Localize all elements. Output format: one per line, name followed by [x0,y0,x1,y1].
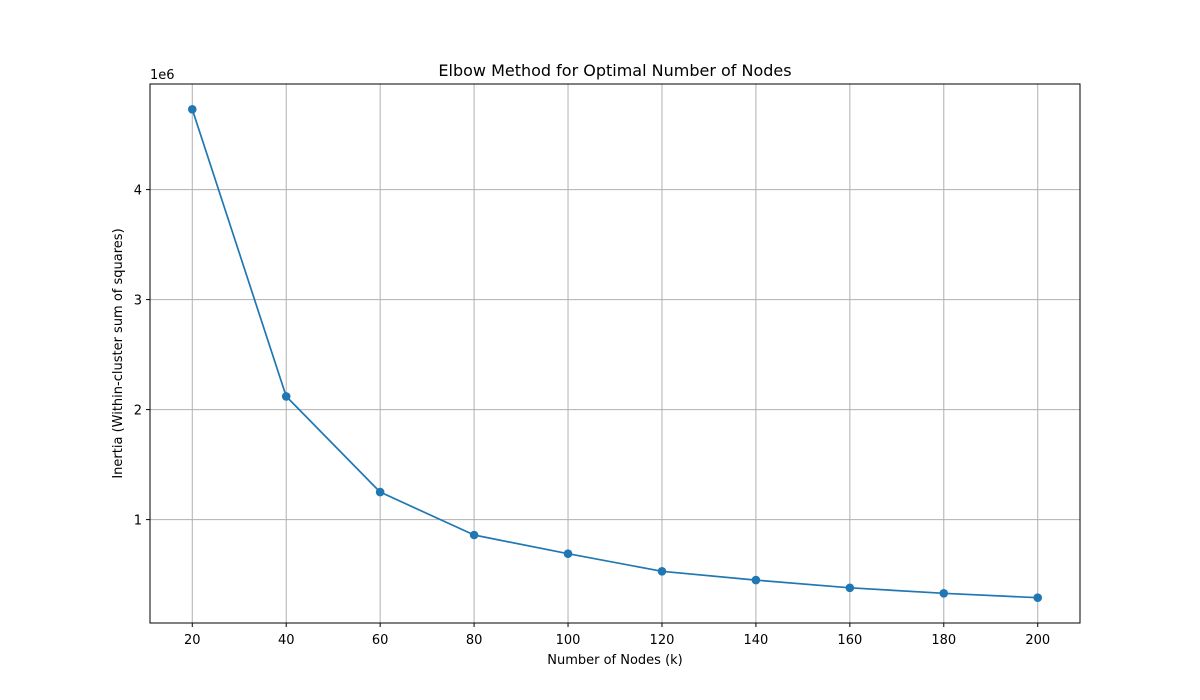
x-tick-label: 20 [184,633,201,648]
plot-frame [149,83,1081,624]
x-tick-label: 80 [466,633,483,648]
chart-title: Elbow Method for Optimal Number of Nodes [438,61,791,80]
data-point [939,589,949,598]
y-tick-label: 1 [134,514,142,529]
x-tick-label: 120 [650,633,675,648]
data-point [281,392,291,401]
tick-layer: 20 40 60 80 100 120 140 160 180 200 1 2 3 4 [134,184,1050,648]
data-point [751,575,761,585]
data-point [563,549,573,558]
grid-layer [150,84,1080,623]
x-axis-label: Number of Nodes (k) [547,653,683,668]
y-tick-label: 3 [134,294,142,309]
x-tick-label: 140 [743,633,768,648]
data-point [845,583,855,593]
data-point [375,487,385,497]
x-tick-label: 100 [556,633,581,648]
x-tick-label: 40 [278,633,295,648]
y-axis-label: Inertia (Within-cluster sum of squares) [111,228,126,478]
data-point [469,530,479,540]
data-point [1033,593,1043,602]
y-axis-offset-label: 1e6 [150,68,175,83]
x-tick-label: 60 [372,633,389,648]
x-tick-label: 180 [931,633,956,648]
x-tick-label: 160 [837,633,862,648]
data-point [657,567,667,576]
series-line [191,109,1038,599]
data-point [187,105,197,114]
y-tick-label: 2 [134,404,142,419]
series-layer [187,105,1043,602]
x-tick-label: 200 [1025,633,1050,648]
y-tick-label: 4 [134,184,142,199]
